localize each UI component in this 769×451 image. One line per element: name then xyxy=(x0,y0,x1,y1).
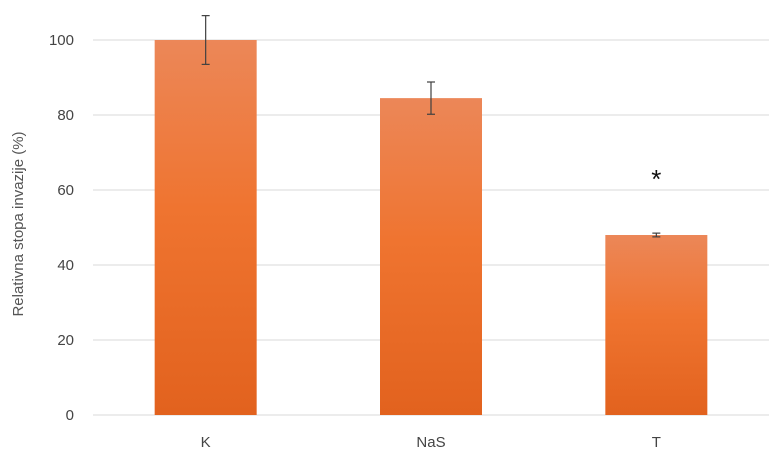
x-tick-label: NaS xyxy=(416,434,445,451)
tick-labels: 0 20 40 60 80 100 K NaS T xyxy=(49,32,661,451)
y-tick-label: 0 xyxy=(66,407,74,424)
bar-nas xyxy=(380,98,482,415)
error-bar-nas xyxy=(427,81,435,115)
bar-k xyxy=(154,40,257,415)
bars xyxy=(154,40,708,415)
y-tick-label: 100 xyxy=(49,32,74,49)
annotations: * xyxy=(651,164,661,194)
x-tick-label: K xyxy=(201,434,211,451)
y-tick-label: 20 xyxy=(57,332,74,349)
y-tick-label: 60 xyxy=(57,182,74,199)
y-tick-label: 80 xyxy=(57,107,74,124)
error-bar-t xyxy=(652,232,661,238)
x-tick-label: T xyxy=(652,434,661,451)
y-tick-label: 40 xyxy=(57,257,74,274)
bar-t xyxy=(605,235,708,415)
error-bars xyxy=(201,15,661,238)
error-bar-k xyxy=(201,15,210,65)
significance-marker: * xyxy=(651,164,661,194)
y-axis-title: Relativna stopa invazije (%) xyxy=(10,131,27,316)
